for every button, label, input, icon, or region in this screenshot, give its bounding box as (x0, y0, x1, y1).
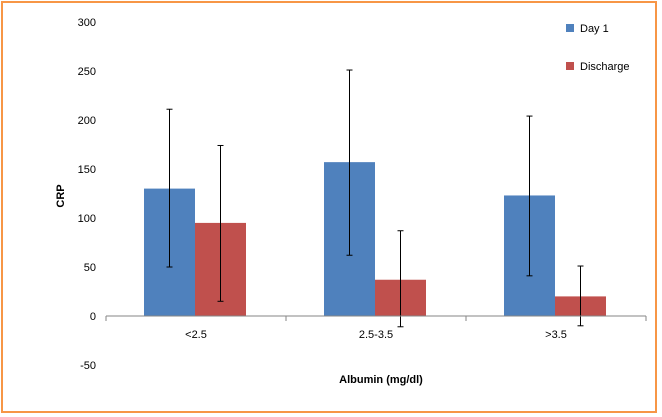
y-axis: -50 0 50 100 150 200 250 300 (78, 17, 96, 372)
x-tick-label: >3.5 (545, 329, 567, 341)
error-bar (577, 265, 584, 327)
y-axis-title: CRP (55, 184, 67, 207)
y-tick-label: 50 (84, 262, 96, 274)
x-axis-title: Albumin (mg/dl) (339, 374, 423, 386)
error-bar (526, 115, 533, 277)
error-bar (397, 230, 404, 328)
y-tick-label: -50 (80, 360, 96, 372)
x-tick-label: 2.5-3.5 (359, 329, 393, 341)
legend: Day 1 Discharge (566, 23, 630, 73)
y-tick-label: 200 (78, 115, 96, 127)
legend-swatch (566, 24, 574, 32)
error-bar (166, 108, 173, 268)
y-tick-label: 150 (78, 164, 96, 176)
y-tick-label: 0 (90, 311, 96, 323)
error-bars (166, 69, 584, 328)
bars (144, 162, 606, 316)
x-axis: <2.5 2.5-3.5 >3.5 (105, 316, 647, 341)
y-tick-label: 100 (78, 213, 96, 225)
y-tick-label: 300 (78, 17, 96, 29)
legend-label: Discharge (580, 61, 630, 73)
error-bar (346, 69, 353, 256)
legend-label: Day 1 (580, 23, 609, 35)
error-bar (217, 144, 224, 302)
x-tick-label: <2.5 (185, 329, 207, 341)
legend-swatch (566, 62, 574, 70)
y-tick-label: 250 (78, 66, 96, 78)
